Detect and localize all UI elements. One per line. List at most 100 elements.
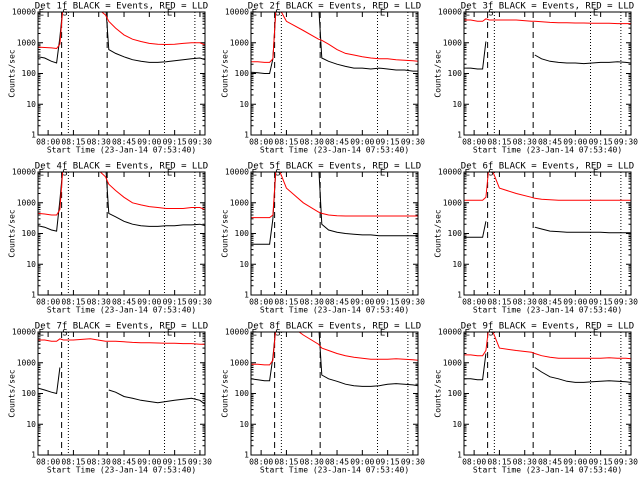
x-tick-label: 08:15 bbox=[61, 298, 85, 307]
annotation: E bbox=[252, 329, 257, 339]
series-line bbox=[38, 338, 205, 345]
y-tick-label: 10000 bbox=[12, 168, 36, 177]
series-line bbox=[38, 172, 205, 232]
annotation: E bbox=[465, 9, 470, 19]
y-axis-label: Counts/sec bbox=[221, 209, 230, 257]
x-axis-label: Start Time (23-Jan-14 07:53:40) bbox=[260, 466, 409, 475]
panel: Det 2f BLACK = Events, RED = LLD 1 10 100 10… bbox=[221, 2, 426, 155]
annotation: S bbox=[275, 9, 280, 19]
x-tick-label: 09:00 bbox=[137, 138, 161, 147]
y-axis-label: Counts/sec bbox=[434, 369, 443, 417]
x-tick-label: 09:15 bbox=[163, 138, 187, 147]
x-tick-label: 09:00 bbox=[137, 458, 161, 467]
x-tick-label: 08:30 bbox=[300, 298, 324, 307]
y-tick-label: 100 bbox=[448, 69, 463, 78]
y-tick-label: 1000 bbox=[17, 38, 36, 47]
series-line bbox=[464, 353, 631, 383]
panel: Det 7f BLACK = Events, RED = LLD 1 10 100 10… bbox=[8, 322, 213, 475]
y-tick-label: 1000 bbox=[443, 198, 462, 207]
panel: Det 3f BLACK = Events, RED = LLD 1 10 100 10… bbox=[434, 2, 639, 155]
x-tick-label: 08:00 bbox=[36, 138, 60, 147]
plot-frame bbox=[37, 331, 206, 456]
x-tick-label: 08:30 bbox=[513, 138, 537, 147]
x-tick-label: 08:15 bbox=[487, 138, 511, 147]
x-tick-label: 09:15 bbox=[376, 298, 400, 307]
y-tick-label: 1000 bbox=[230, 198, 249, 207]
y-tick-label: 1000 bbox=[17, 198, 36, 207]
plot-frame bbox=[463, 171, 632, 296]
x-axis-label: Start Time (23-Jan-14 07:53:40) bbox=[260, 146, 409, 155]
y-tick-label: 100 bbox=[22, 69, 37, 78]
x-tick-label: 08:45 bbox=[325, 458, 349, 467]
y-tick-label: 10 bbox=[26, 260, 36, 269]
chart-title: Det 2f BLACK = Events, RED = LLD bbox=[248, 2, 421, 12]
x-tick-label: 08:00 bbox=[249, 298, 273, 307]
chart-title: Det 6f BLACK = Events, RED = LLD bbox=[461, 162, 634, 172]
x-tick-label: 09:00 bbox=[350, 458, 374, 467]
y-tick-label: 1 bbox=[457, 131, 462, 140]
series-line bbox=[464, 172, 631, 201]
annotation: S bbox=[62, 169, 67, 179]
series-line bbox=[251, 172, 418, 219]
annotation: E bbox=[593, 329, 598, 339]
y-tick-label: 1000 bbox=[443, 38, 462, 47]
x-tick-label: 08:00 bbox=[36, 298, 60, 307]
chart-title: Det 4f BLACK = Events, RED = LLD bbox=[35, 162, 208, 172]
x-tick-label: 08:30 bbox=[513, 298, 537, 307]
y-tick-label: 10000 bbox=[12, 8, 36, 17]
series-line bbox=[464, 221, 631, 238]
x-tick-label: 08:30 bbox=[513, 458, 537, 467]
plot-frame bbox=[37, 171, 206, 296]
x-tick-label: 08:45 bbox=[325, 138, 349, 147]
x-tick-label: 09:30 bbox=[614, 458, 638, 467]
x-axis-label: Start Time (23-Jan-14 07:53:40) bbox=[473, 306, 622, 315]
x-tick-label: 08:30 bbox=[300, 458, 324, 467]
x-axis-label: Start Time (23-Jan-14 07:53:40) bbox=[473, 146, 622, 155]
y-tick-label: 100 bbox=[22, 229, 37, 238]
y-tick-label: 10 bbox=[26, 100, 36, 109]
y-tick-label: 10000 bbox=[438, 8, 462, 17]
panel: Det 1f BLACK = Events, RED = LLD 1 10 100 10… bbox=[8, 2, 213, 155]
x-tick-label: 08:30 bbox=[87, 458, 111, 467]
y-axis-label: Counts/sec bbox=[434, 49, 443, 97]
x-tick-label: 08:45 bbox=[538, 458, 562, 467]
annotation: S bbox=[275, 329, 280, 339]
annotation: E bbox=[252, 169, 257, 179]
y-tick-label: 10 bbox=[239, 260, 249, 269]
chart-title: Det 9f BLACK = Events, RED = LLD bbox=[461, 322, 634, 332]
y-tick-label: 10 bbox=[239, 100, 249, 109]
chart-title: Det 3f BLACK = Events, RED = LLD bbox=[461, 2, 634, 12]
x-tick-label: 08:15 bbox=[274, 458, 298, 467]
x-tick-label: 09:00 bbox=[563, 298, 587, 307]
annotation: S bbox=[275, 169, 280, 179]
annotation: E bbox=[465, 169, 470, 179]
x-tick-label: 09:30 bbox=[401, 298, 425, 307]
y-tick-label: 10000 bbox=[225, 328, 249, 337]
panel: Det 5f BLACK = Events, RED = LLD 1 10 100 10… bbox=[221, 162, 426, 315]
y-tick-label: 100 bbox=[22, 389, 37, 398]
y-axis-label: Counts/sec bbox=[221, 49, 230, 97]
x-tick-label: 09:00 bbox=[350, 298, 374, 307]
chart-title: Det 1f BLACK = Events, RED = LLD bbox=[35, 2, 208, 12]
y-tick-label: 10 bbox=[452, 260, 462, 269]
x-tick-label: 09:00 bbox=[563, 138, 587, 147]
x-tick-label: 08:15 bbox=[274, 138, 298, 147]
x-tick-label: 08:00 bbox=[462, 458, 486, 467]
x-tick-label: 09:15 bbox=[163, 458, 187, 467]
x-tick-label: 08:45 bbox=[112, 458, 136, 467]
annotation: E bbox=[167, 169, 172, 179]
y-tick-label: 10000 bbox=[438, 168, 462, 177]
x-tick-label: 08:45 bbox=[538, 138, 562, 147]
y-tick-label: 10 bbox=[452, 100, 462, 109]
y-tick-label: 100 bbox=[235, 389, 250, 398]
x-tick-label: 09:15 bbox=[589, 298, 613, 307]
y-tick-label: 10 bbox=[452, 420, 462, 429]
y-tick-label: 1000 bbox=[17, 358, 36, 367]
x-tick-label: 09:30 bbox=[401, 458, 425, 467]
annotation: E bbox=[380, 9, 385, 19]
x-tick-label: 08:15 bbox=[61, 458, 85, 467]
panel: Det 9f BLACK = Events, RED = LLD 1 10 100 10… bbox=[434, 322, 639, 475]
y-tick-label: 10000 bbox=[438, 328, 462, 337]
annotation: E bbox=[39, 329, 44, 339]
plot-frame bbox=[250, 171, 419, 296]
